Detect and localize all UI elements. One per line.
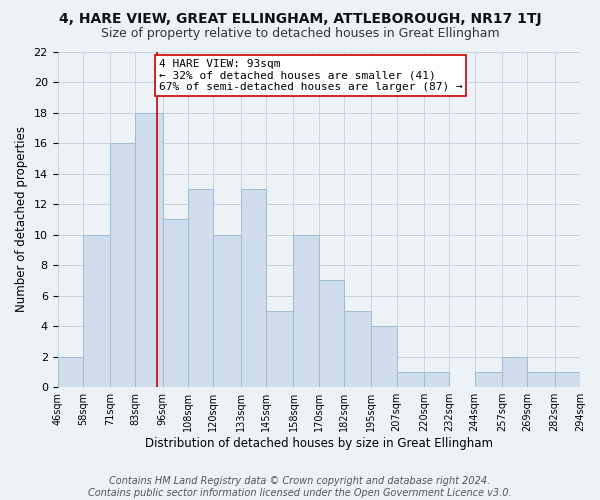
Bar [83,234,110,387]
Text: 4 HARE VIEW: 93sqm
← 32% of detached houses are smaller (41)
67% of semi-detache: 4 HARE VIEW: 93sqm ← 32% of detached hou… [158,59,463,92]
Bar [214,234,241,387]
Bar [502,356,527,387]
Bar [293,234,319,387]
Bar [397,372,424,387]
Bar [58,356,83,387]
Bar [475,372,502,387]
Bar [344,311,371,387]
Bar [371,326,397,387]
Bar [319,280,344,387]
Bar [527,372,555,387]
Bar [266,311,293,387]
Bar [555,372,580,387]
Bar [424,372,449,387]
Bar [188,189,214,387]
Text: 4, HARE VIEW, GREAT ELLINGHAM, ATTLEBOROUGH, NR17 1TJ: 4, HARE VIEW, GREAT ELLINGHAM, ATTLEBORO… [59,12,541,26]
Bar [241,189,266,387]
X-axis label: Distribution of detached houses by size in Great Ellingham: Distribution of detached houses by size … [145,437,493,450]
Bar [110,143,136,387]
Bar [136,112,163,387]
Bar [163,220,188,387]
Text: Contains HM Land Registry data © Crown copyright and database right 2024.
Contai: Contains HM Land Registry data © Crown c… [88,476,512,498]
Y-axis label: Number of detached properties: Number of detached properties [15,126,28,312]
Text: Size of property relative to detached houses in Great Ellingham: Size of property relative to detached ho… [101,28,499,40]
